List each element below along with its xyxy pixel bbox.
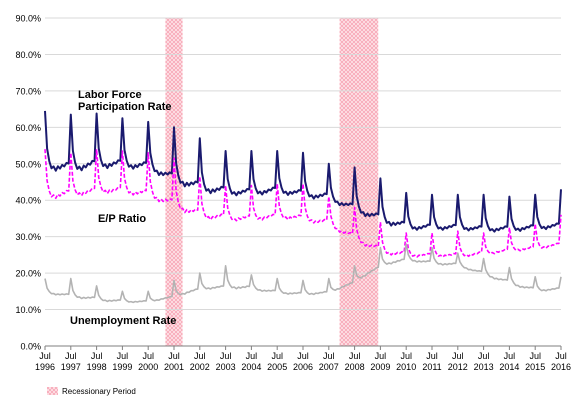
x-tick-label: Jul — [349, 351, 361, 361]
x-tick-label: Jul — [39, 351, 51, 361]
legend-swatch — [47, 387, 58, 395]
x-tick-label: 2009 — [370, 362, 390, 372]
y-tick-label: 10.0% — [15, 305, 41, 315]
x-tick-label: Jul — [375, 351, 387, 361]
x-tick-label: Jul — [271, 351, 283, 361]
x-tick-label: Jul — [323, 351, 335, 361]
series-line-ur — [44, 243, 562, 304]
y-tick-label: 40.0% — [15, 196, 41, 206]
x-tick-label: 2005 — [267, 362, 287, 372]
x-tick-label: Jul — [220, 351, 232, 361]
x-tick-label: Jul — [194, 351, 206, 361]
x-tick-label: 1999 — [112, 362, 132, 372]
x-tick-label: Jul — [400, 351, 412, 361]
x-tick-label: 2007 — [319, 362, 339, 372]
x-tick-label: Jul — [426, 351, 438, 361]
series-lines — [44, 110, 562, 304]
annotation-lfpr: Labor Force — [78, 89, 142, 101]
x-tick-label: Jul — [142, 351, 154, 361]
x-tick-label: 2000 — [138, 362, 158, 372]
x-tick-label: 2006 — [293, 362, 313, 372]
x-tick-label: 2002 — [190, 362, 210, 372]
x-tick-label: Jul — [91, 351, 103, 361]
y-tick-label: 50.0% — [15, 159, 41, 169]
x-tick-label: Jul — [529, 351, 541, 361]
recession-band — [339, 18, 379, 346]
x-tick-label: 2008 — [345, 362, 365, 372]
x-tick-label: Jul — [504, 351, 516, 361]
x-tick-label: Jul — [65, 351, 77, 361]
y-tick-label: 90.0% — [15, 14, 41, 24]
gridlines — [45, 17, 561, 311]
x-tick-label: 2013 — [474, 362, 494, 372]
y-tick-label: 20.0% — [15, 269, 41, 279]
annotation-ur: Unemployment Rate — [70, 315, 176, 327]
recession-band — [165, 18, 183, 346]
x-tick-label: Jul — [452, 351, 464, 361]
axes: 0.0% 10.0% 20.0% 30.0% 40.0% 50.0% 60.0% 70.0% 8… — [15, 14, 571, 373]
annotation-lfpr: Participation Rate — [78, 101, 172, 113]
x-tick-label: 1997 — [61, 362, 81, 372]
y-tick-label: 0.0% — [20, 342, 41, 352]
x-tick-label: 2010 — [396, 362, 416, 372]
x-tick-label: 2003 — [216, 362, 236, 372]
x-tick-label: Jul — [168, 351, 180, 361]
y-tick-label: 80.0% — [15, 50, 41, 60]
x-tick-label: 1998 — [87, 362, 107, 372]
series-line-lfpr — [44, 110, 562, 233]
x-tick-label: Jul — [555, 351, 567, 361]
x-tick-label: 2012 — [448, 362, 468, 372]
x-tick-label: 2001 — [164, 362, 184, 372]
x-tick-label: Jul — [246, 351, 258, 361]
y-tick-label: 60.0% — [15, 123, 41, 133]
x-tick-label: 2015 — [525, 362, 545, 372]
legend: Recessionary Period — [47, 387, 136, 396]
y-tick-label: 30.0% — [15, 232, 41, 242]
x-tick-label: Jul — [117, 351, 129, 361]
x-tick-label: 2004 — [241, 362, 261, 372]
x-tick-label: 2011 — [422, 362, 441, 372]
y-tick-label: 70.0% — [15, 86, 41, 96]
x-tick-label: 2014 — [499, 362, 519, 372]
recession-bands — [165, 18, 379, 346]
legend-label: Recessionary Period — [62, 387, 136, 396]
x-tick-label: 1996 — [35, 362, 55, 372]
x-tick-label: Jul — [478, 351, 490, 361]
annotation-ep: E/P Ratio — [98, 213, 146, 225]
x-tick-label: Jul — [297, 351, 309, 361]
x-tick-label: 2016 — [551, 362, 571, 372]
